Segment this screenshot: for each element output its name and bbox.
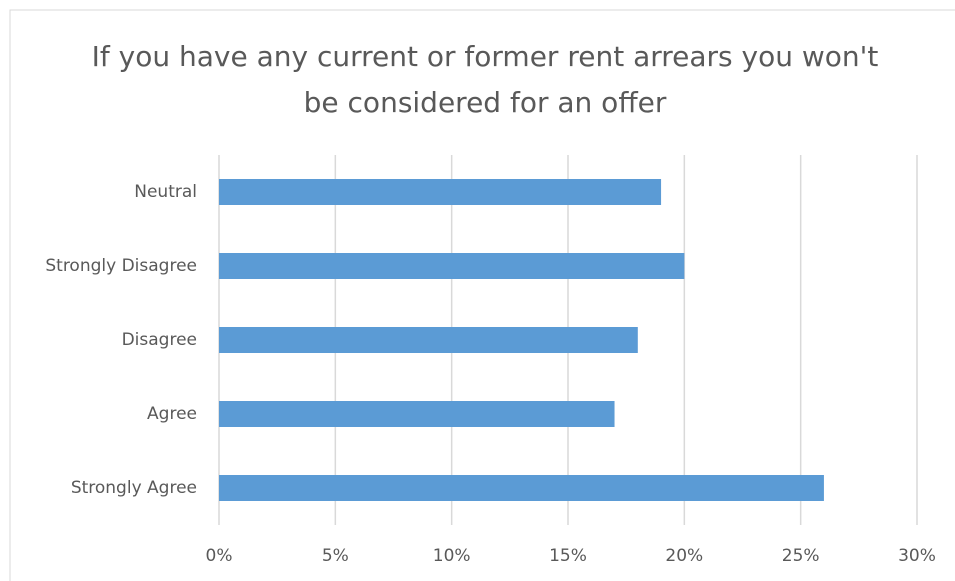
bar (219, 401, 615, 427)
bar (219, 179, 662, 205)
x-tick-label: 30% (898, 546, 936, 566)
y-tick-label: Agree (147, 404, 197, 424)
chart-border (9, 9, 955, 581)
x-tick-label: 10% (433, 546, 471, 566)
y-tick-label: Disagree (122, 330, 197, 350)
x-tick-label: 25% (782, 546, 820, 566)
bar (219, 327, 638, 353)
x-tick-label: 20% (665, 546, 703, 566)
y-tick-label: Strongly Agree (71, 478, 197, 498)
bar (219, 475, 824, 501)
bar (219, 253, 685, 279)
y-tick-label: Neutral (134, 182, 197, 202)
chart-title: If you have any current or former rent a… (91, 40, 879, 119)
x-tick-label: 5% (322, 546, 349, 566)
x-tick-label: 0% (206, 546, 233, 566)
y-tick-label: Strongly Disagree (45, 256, 197, 276)
x-tick-label: 15% (549, 546, 587, 566)
